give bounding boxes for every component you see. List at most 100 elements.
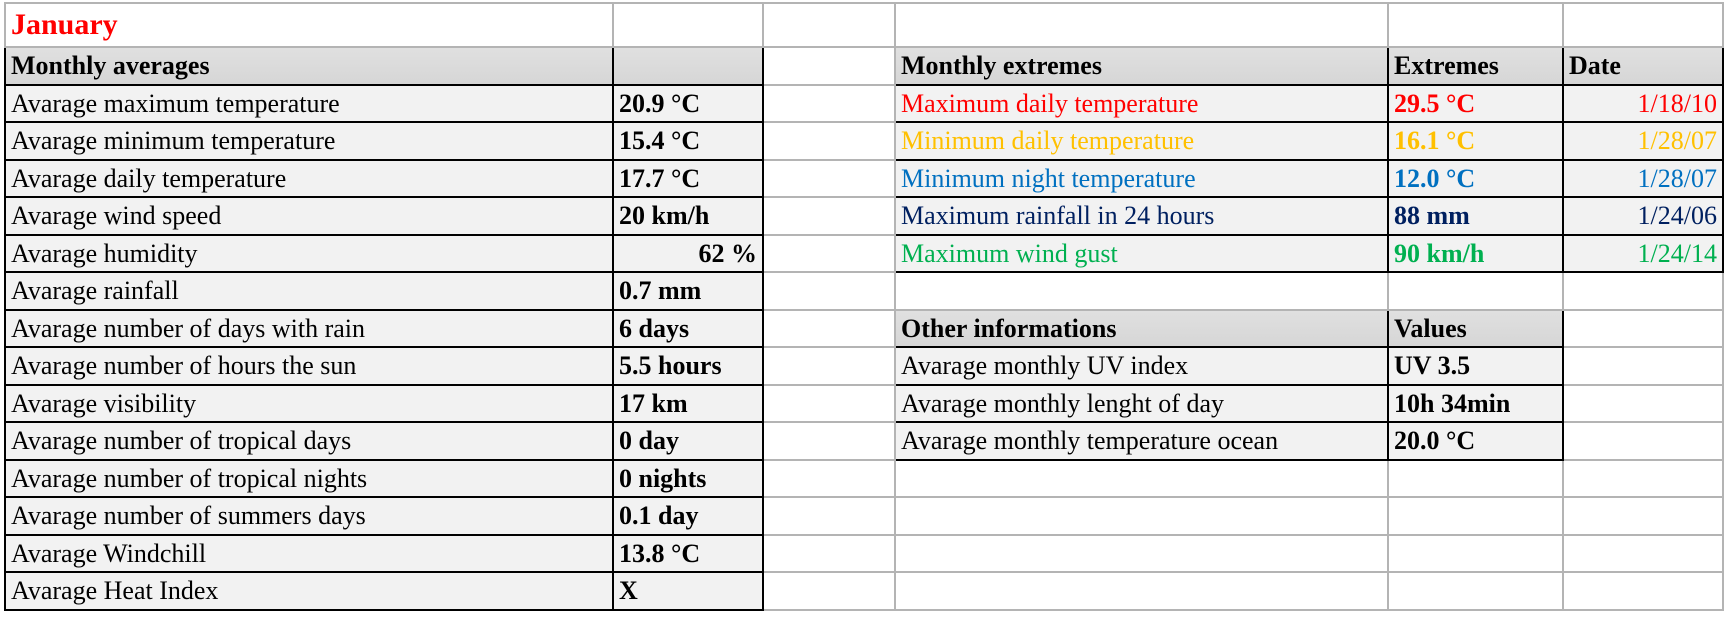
extreme-value[interactable]: 16.1 °C bbox=[1387, 121, 1564, 161]
extreme-value[interactable]: 29.5 °C bbox=[1387, 83, 1564, 123]
average-value[interactable]: 0 day bbox=[612, 421, 764, 461]
empty-cell[interactable] bbox=[762, 233, 896, 273]
empty-cell[interactable] bbox=[762, 308, 896, 348]
average-label[interactable]: Avarage visibility bbox=[4, 383, 614, 423]
empty-cell[interactable] bbox=[1562, 533, 1724, 573]
empty-cell[interactable] bbox=[1387, 458, 1564, 498]
extreme-date[interactable]: 1/24/14 bbox=[1562, 233, 1724, 273]
extreme-value[interactable]: 90 km/h bbox=[1387, 233, 1564, 273]
extreme-label[interactable]: Maximum daily temperature bbox=[894, 83, 1389, 123]
extreme-value[interactable]: 88 mm bbox=[1387, 196, 1564, 236]
empty-cell[interactable] bbox=[1562, 421, 1724, 461]
table-row: Avarage humidity 62 % Maximum wind gust … bbox=[4, 233, 1724, 273]
extreme-label[interactable]: Minimum daily temperature bbox=[894, 121, 1389, 161]
average-label[interactable]: Avarage number of tropical days bbox=[4, 421, 614, 461]
average-label[interactable]: Avarage minimum temperature bbox=[4, 121, 614, 161]
extremes-header-date[interactable]: Date bbox=[1562, 46, 1724, 86]
empty-cell[interactable] bbox=[762, 196, 896, 236]
empty-cell[interactable] bbox=[1387, 571, 1564, 611]
empty-cell[interactable] bbox=[894, 533, 1389, 573]
empty-cell[interactable] bbox=[1387, 271, 1564, 311]
other-header-value[interactable]: Values bbox=[1387, 308, 1564, 348]
averages-header[interactable]: Monthly averages bbox=[4, 46, 614, 86]
empty-cell[interactable] bbox=[612, 2, 764, 48]
empty-cell[interactable] bbox=[1387, 533, 1564, 573]
average-label[interactable]: Avarage number of days with rain bbox=[4, 308, 614, 348]
average-value[interactable]: 17 km bbox=[612, 383, 764, 423]
empty-cell[interactable] bbox=[762, 458, 896, 498]
other-header[interactable]: Other informations bbox=[894, 308, 1389, 348]
average-value[interactable]: 17.7 °C bbox=[612, 158, 764, 198]
empty-cell[interactable] bbox=[1387, 2, 1564, 48]
empty-cell[interactable] bbox=[762, 271, 896, 311]
average-value[interactable]: 62 % bbox=[612, 233, 764, 273]
extreme-label[interactable]: Minimum night temperature bbox=[894, 158, 1389, 198]
extreme-date[interactable]: 1/28/07 bbox=[1562, 158, 1724, 198]
empty-cell[interactable] bbox=[894, 2, 1389, 48]
empty-cell[interactable] bbox=[762, 496, 896, 536]
table-row: Avarage Heat Index X bbox=[4, 571, 1724, 611]
other-value[interactable]: 20.0 °C bbox=[1387, 421, 1564, 461]
extreme-label[interactable]: Maximum wind gust bbox=[894, 233, 1389, 273]
empty-cell[interactable] bbox=[762, 383, 896, 423]
average-label[interactable]: Avarage rainfall bbox=[4, 271, 614, 311]
average-value[interactable]: X bbox=[612, 571, 764, 611]
other-label[interactable]: Avarage monthly temperature ocean bbox=[894, 421, 1389, 461]
average-value[interactable]: 20.9 °C bbox=[612, 83, 764, 123]
average-label[interactable]: Avarage number of hours the sun bbox=[4, 346, 614, 386]
empty-cell[interactable] bbox=[762, 346, 896, 386]
other-label[interactable]: Avarage monthly lenght of day bbox=[894, 383, 1389, 423]
empty-cell[interactable] bbox=[762, 421, 896, 461]
average-value[interactable]: 13.8 °C bbox=[612, 533, 764, 573]
empty-cell[interactable] bbox=[894, 496, 1389, 536]
empty-cell[interactable] bbox=[762, 2, 896, 48]
empty-cell[interactable] bbox=[1562, 346, 1724, 386]
empty-cell[interactable] bbox=[1562, 458, 1724, 498]
average-label[interactable]: Avarage number of summers days bbox=[4, 496, 614, 536]
other-value[interactable]: 10h 34min bbox=[1387, 383, 1564, 423]
empty-cell[interactable] bbox=[762, 83, 896, 123]
empty-cell[interactable] bbox=[1562, 308, 1724, 348]
empty-cell[interactable] bbox=[762, 571, 896, 611]
average-label[interactable]: Avarage Windchill bbox=[4, 533, 614, 573]
average-label[interactable]: Avarage Heat Index bbox=[4, 571, 614, 611]
empty-cell[interactable] bbox=[1562, 383, 1724, 423]
average-value[interactable]: 0.1 day bbox=[612, 496, 764, 536]
averages-header-value[interactable] bbox=[612, 46, 764, 86]
empty-cell[interactable] bbox=[1562, 2, 1724, 48]
other-value[interactable]: UV 3.5 bbox=[1387, 346, 1564, 386]
month-title[interactable]: January bbox=[4, 2, 614, 48]
table-row: Avarage visibility 17 km Avarage monthly… bbox=[4, 383, 1724, 423]
empty-cell[interactable] bbox=[1387, 496, 1564, 536]
empty-cell[interactable] bbox=[762, 121, 896, 161]
average-label[interactable]: Avarage maximum temperature bbox=[4, 83, 614, 123]
table-row: Avarage number of summers days 0.1 day bbox=[4, 496, 1724, 536]
empty-cell[interactable] bbox=[1562, 496, 1724, 536]
extreme-label[interactable]: Maximum rainfall in 24 hours bbox=[894, 196, 1389, 236]
average-label[interactable]: Avarage daily temperature bbox=[4, 158, 614, 198]
average-value[interactable]: 0.7 mm bbox=[612, 271, 764, 311]
extremes-header-value[interactable]: Extremes bbox=[1387, 46, 1564, 86]
extreme-date[interactable]: 1/28/07 bbox=[1562, 121, 1724, 161]
average-label[interactable]: Avarage humidity bbox=[4, 233, 614, 273]
average-value[interactable]: 15.4 °C bbox=[612, 121, 764, 161]
extreme-date[interactable]: 1/18/10 bbox=[1562, 83, 1724, 123]
empty-cell[interactable] bbox=[894, 458, 1389, 498]
average-value[interactable]: 20 km/h bbox=[612, 196, 764, 236]
extreme-date[interactable]: 1/24/06 bbox=[1562, 196, 1724, 236]
empty-cell[interactable] bbox=[762, 46, 896, 86]
empty-cell[interactable] bbox=[762, 158, 896, 198]
average-label[interactable]: Avarage number of tropical nights bbox=[4, 458, 614, 498]
empty-cell[interactable] bbox=[894, 271, 1389, 311]
empty-cell[interactable] bbox=[1562, 271, 1724, 311]
average-value[interactable]: 0 nights bbox=[612, 458, 764, 498]
empty-cell[interactable] bbox=[1562, 571, 1724, 611]
average-value[interactable]: 5.5 hours bbox=[612, 346, 764, 386]
average-value[interactable]: 6 days bbox=[612, 308, 764, 348]
empty-cell[interactable] bbox=[762, 533, 896, 573]
extreme-value[interactable]: 12.0 °C bbox=[1387, 158, 1564, 198]
average-label[interactable]: Avarage wind speed bbox=[4, 196, 614, 236]
empty-cell[interactable] bbox=[894, 571, 1389, 611]
other-label[interactable]: Avarage monthly UV index bbox=[894, 346, 1389, 386]
extremes-header[interactable]: Monthly extremes bbox=[894, 46, 1389, 86]
